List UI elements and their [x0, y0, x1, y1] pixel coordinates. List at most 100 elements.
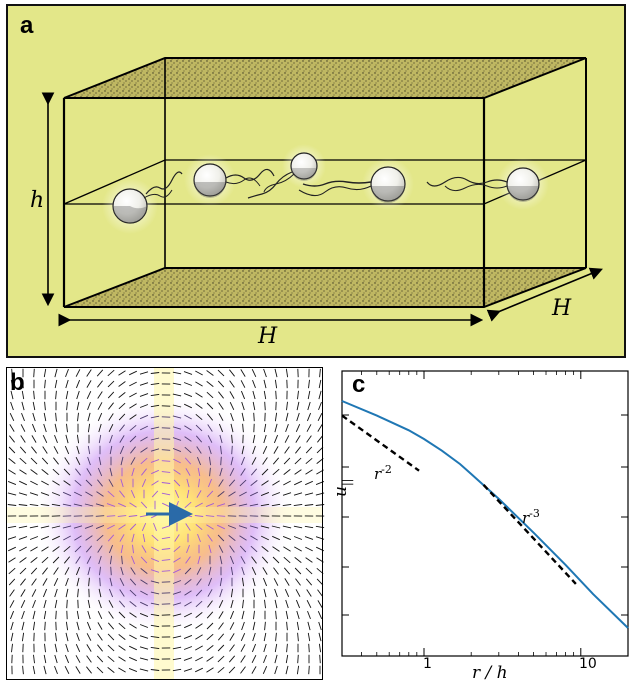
field-segment: [74, 535, 82, 541]
field-segment: [129, 381, 137, 387]
field-segment: [240, 556, 246, 564]
field-segment: [172, 580, 182, 584]
field-segment: [252, 379, 256, 389]
field-segment: [140, 579, 148, 585]
field-segment: [19, 480, 27, 486]
panel-c-decay-plot: c r-2 r-3 u|| r / h 1 10: [330, 367, 629, 684]
field-segment: [229, 391, 235, 399]
field-segment: [30, 567, 38, 575]
field-segment: [239, 479, 247, 487]
field-segment: [195, 667, 203, 673]
field-segment: [44, 643, 46, 653]
field-segment: [44, 401, 46, 411]
field-segment: [304, 536, 314, 540]
field-segment: [107, 644, 115, 652]
field-segment: [107, 534, 115, 542]
field-segment: [230, 599, 234, 609]
field-segment: [131, 467, 135, 477]
field-segment: [285, 665, 289, 675]
field-segment: [294, 567, 302, 575]
field-segment: [8, 446, 16, 454]
field-segment: [172, 393, 182, 397]
field-segment: [141, 523, 147, 531]
field-segment: [272, 457, 280, 465]
field-segment: [54, 423, 58, 433]
field-segment: [172, 404, 182, 408]
field-segment: [284, 446, 290, 454]
field-segment: [251, 567, 257, 575]
field-segment: [228, 655, 236, 663]
field-segment: [30, 546, 38, 552]
field-segment: [98, 423, 102, 433]
field-segment: [306, 424, 312, 432]
field-segment: [110, 566, 112, 576]
field-segment: [261, 556, 269, 564]
field-segment: [8, 458, 16, 464]
field-segment: [98, 599, 102, 609]
field-segment: [241, 412, 245, 422]
field-segment: [261, 546, 269, 552]
field-segment: [118, 656, 126, 662]
field-segment: [118, 622, 126, 630]
field-segment: [218, 611, 224, 619]
field-segment: [76, 401, 80, 411]
field-segment: [172, 602, 182, 606]
field-segment: [97, 633, 103, 641]
field-segment: [252, 401, 256, 411]
field-segment: [172, 613, 182, 617]
field-segment: [129, 645, 137, 651]
field-segment: [31, 589, 37, 597]
field-segment: [229, 467, 235, 477]
field-segment: [297, 390, 299, 400]
field-segment: [10, 379, 14, 389]
field-segment: [33, 654, 35, 664]
field-segment: [295, 578, 301, 586]
field-segment: [98, 456, 102, 466]
field-segment: [196, 456, 202, 466]
field-segment: [19, 567, 27, 575]
field-segment: [97, 479, 103, 487]
field-segment: [77, 588, 79, 598]
field-segment: [43, 599, 47, 609]
field-segment: [252, 632, 256, 642]
field-segment: [33, 390, 35, 400]
field-segment: [283, 469, 291, 475]
panel-a-box-diagram: a: [6, 4, 626, 358]
field-segment: [151, 546, 159, 552]
field-segment: [172, 624, 182, 628]
field-segment: [260, 525, 270, 529]
field-segment: [97, 412, 103, 422]
bottom-wall: [63, 267, 587, 308]
field-segment: [263, 643, 267, 653]
x-axis-label: r / h: [472, 663, 508, 683]
field-segment: [66, 599, 68, 609]
field-segment: [261, 480, 269, 486]
field-segment: [22, 379, 24, 389]
field-segment: [87, 610, 91, 620]
field-segment: [317, 412, 323, 422]
field-segment: [172, 426, 182, 430]
field-segment: [63, 545, 71, 553]
field-segment: [19, 446, 27, 454]
field-segment: [229, 369, 235, 377]
field-segment: [85, 545, 93, 553]
field-segment: [118, 392, 126, 398]
field-segment: [262, 457, 268, 465]
field-segment: [98, 588, 102, 598]
field-segment: [87, 599, 91, 609]
field-segment: [274, 599, 278, 609]
field-segment: [183, 371, 193, 375]
field-segment: [285, 599, 289, 609]
field-segment: [151, 534, 159, 542]
field-segment: [207, 424, 213, 432]
field-segment: [206, 667, 214, 673]
field-segment: [76, 610, 80, 620]
field-segment: [75, 456, 81, 466]
field-segment: [217, 491, 225, 497]
field-segment: [118, 645, 126, 651]
field-segment: [41, 546, 49, 552]
field-segment: [273, 578, 279, 586]
field-segment: [42, 446, 48, 454]
field-segment: [108, 423, 114, 433]
field-segment: [119, 490, 125, 498]
